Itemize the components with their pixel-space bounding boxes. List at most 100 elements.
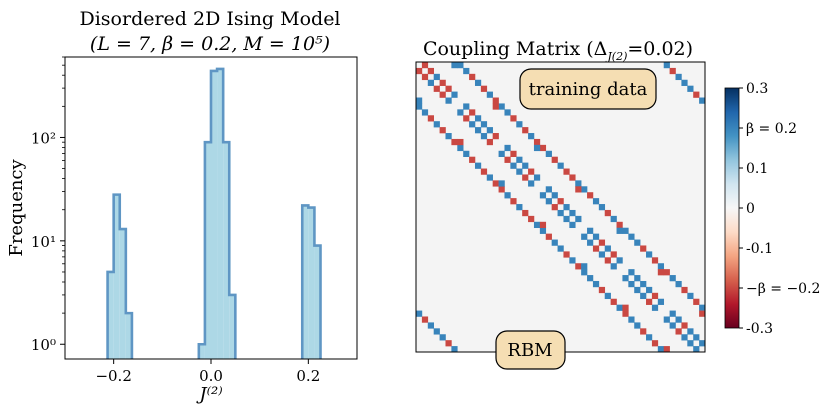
- heatmap-cell-rbm: [657, 346, 665, 353]
- heatmap-cell-rbm: [439, 127, 446, 134]
- heatmap-cell-training: [545, 186, 552, 193]
- heatmap-cell-training: [563, 204, 570, 211]
- histogram-bin: [223, 142, 230, 359]
- heatmap-cell-training: [634, 275, 641, 282]
- colorbar: [724, 87, 740, 329]
- heatmap-cell-rbm: [640, 292, 647, 300]
- heatmap-cell-rbm: [604, 292, 611, 300]
- heatmap-cell-training: [486, 127, 493, 134]
- heatmap-panel: Coupling Matrix (ΔJ(2)=0.02) training da…: [415, 38, 820, 370]
- heatmap-cell-rbm: [528, 215, 535, 223]
- heatmap-cell-rbm: [421, 73, 429, 81]
- heatmap-cell-rbm: [427, 115, 434, 122]
- heatmap-cell-training: [581, 186, 588, 193]
- heatmap-cell-training: [657, 263, 665, 270]
- histogram-x-tick-label: −0.2: [95, 367, 131, 385]
- histogram-y-tick-label: 10⁰: [31, 336, 56, 354]
- histogram-step-outline: [300, 204, 322, 359]
- heatmap-cell-training: [693, 334, 700, 341]
- heatmap-cell-training: [669, 67, 676, 75]
- heatmap-cell-rbm: [563, 215, 570, 223]
- heatmap-cell-rbm: [539, 192, 547, 199]
- heatmap-cell-rbm: [510, 198, 517, 205]
- heatmap-cell-training: [533, 174, 541, 181]
- heatmap-cell-rbm: [640, 328, 647, 335]
- heatmap-cells: [416, 62, 706, 353]
- heatmap-cell-training: [598, 239, 606, 246]
- heatmap-cell-rbm: [592, 280, 600, 288]
- histogram-x-ticks: −0.2 0.0 0.2: [95, 359, 320, 385]
- heatmap-cell-rbm: [687, 340, 694, 347]
- heatmap-cell-rbm: [492, 180, 499, 187]
- heatmap-cell-rbm: [604, 257, 611, 264]
- histogram-bin: [113, 194, 120, 359]
- heatmap-cell-training: [592, 198, 600, 205]
- heatmap-cell-training: [516, 156, 523, 163]
- heatmap-cell-training: [457, 62, 464, 69]
- heatmap-cell-rbm: [581, 263, 588, 270]
- annotation-training-data-box: [519, 68, 657, 110]
- heatmap-cell-training: [504, 144, 511, 152]
- heatmap-cell-training: [439, 79, 446, 86]
- heatmap-cell-training: [492, 103, 499, 110]
- heatmap-cell-rbm: [463, 115, 470, 122]
- heatmap-cell-rbm: [510, 162, 517, 169]
- heatmap-cell-rbm: [634, 322, 641, 329]
- histogram-y-tick-label: 10²: [31, 129, 56, 147]
- heatmap-cell-training: [504, 109, 511, 116]
- heatmap-cell-training: [486, 91, 493, 98]
- heatmap-cell-training: [533, 144, 541, 152]
- heatmap-cell-rbm: [498, 186, 505, 193]
- histogram-step-outline: [106, 193, 134, 359]
- heatmap-cell-rbm: [663, 346, 670, 353]
- annotation-rbm: RBM: [495, 330, 566, 370]
- heatmap-cell-rbm: [669, 322, 676, 329]
- heatmap-cell-rbm: [646, 298, 653, 305]
- heatmap-cell-rbm: [528, 180, 535, 187]
- histogram-y-tick-label: 10¹: [31, 233, 56, 251]
- heatmap-cell-rbm: [416, 67, 423, 75]
- annotation-rbm-box: [495, 330, 566, 370]
- heatmap-cell-rbm: [504, 192, 511, 199]
- histogram-bin: [198, 344, 205, 359]
- heatmap-cell-training: [610, 251, 617, 258]
- heatmap-title-suffix: =0.02): [627, 38, 693, 60]
- heatmap-cell-rbm: [433, 121, 440, 128]
- heatmap-cell-training: [646, 286, 653, 294]
- histogram-y-ticks: 10⁰ 10¹ 10²: [31, 56, 65, 354]
- heatmap-cell-rbm: [622, 304, 629, 311]
- heatmap-cell-rbm: [451, 138, 458, 146]
- heatmap-cell-rbm: [433, 328, 440, 335]
- heatmap-cell-training: [675, 73, 682, 81]
- heatmap-cell-training: [557, 162, 564, 169]
- heatmap-cell-rbm: [427, 322, 434, 329]
- heatmap-cell-rbm: [598, 286, 606, 294]
- heatmap-cell-rbm: [486, 174, 493, 181]
- heatmap-cell-training: [604, 245, 611, 252]
- heatmap-cell-rbm: [498, 150, 505, 157]
- histogram-bin: [308, 207, 315, 359]
- histogram-bin: [107, 271, 114, 359]
- heatmap-cell-rbm: [469, 121, 476, 128]
- heatmap-cell-rbm: [557, 209, 564, 217]
- colorbar-ticks: 0.3 β = 0.2 0.1 0 -0.1 −β = −0.2 -0.3: [739, 81, 820, 337]
- heatmap-title-subscript: J(2): [605, 50, 627, 63]
- heatmap-cell-rbm: [486, 138, 493, 146]
- heatmap-cell-training: [575, 215, 582, 223]
- annotation-training-data-label: training data: [529, 79, 648, 100]
- heatmap-cell-training: [687, 85, 694, 92]
- annotation-rbm-label: RBM: [507, 340, 552, 361]
- colorbar-tick-label: 0: [746, 201, 755, 217]
- heatmap-cell-rbm: [480, 168, 488, 175]
- heatmap-cell-training: [545, 150, 552, 157]
- heatmap-cell-rbm: [439, 334, 446, 341]
- heatmap-cell-training: [657, 298, 665, 305]
- histogram-x-tick-label: 0.2: [296, 367, 320, 385]
- heatmap-cell-rbm: [634, 286, 641, 294]
- histogram-bin: [204, 142, 211, 359]
- heatmap-cell-rbm: [516, 204, 523, 211]
- heatmap-cell-rbm: [545, 233, 552, 240]
- histogram-bin: [229, 294, 236, 359]
- colorbar-tick-label: -0.1: [746, 241, 773, 257]
- heatmap-cell-training: [533, 138, 541, 146]
